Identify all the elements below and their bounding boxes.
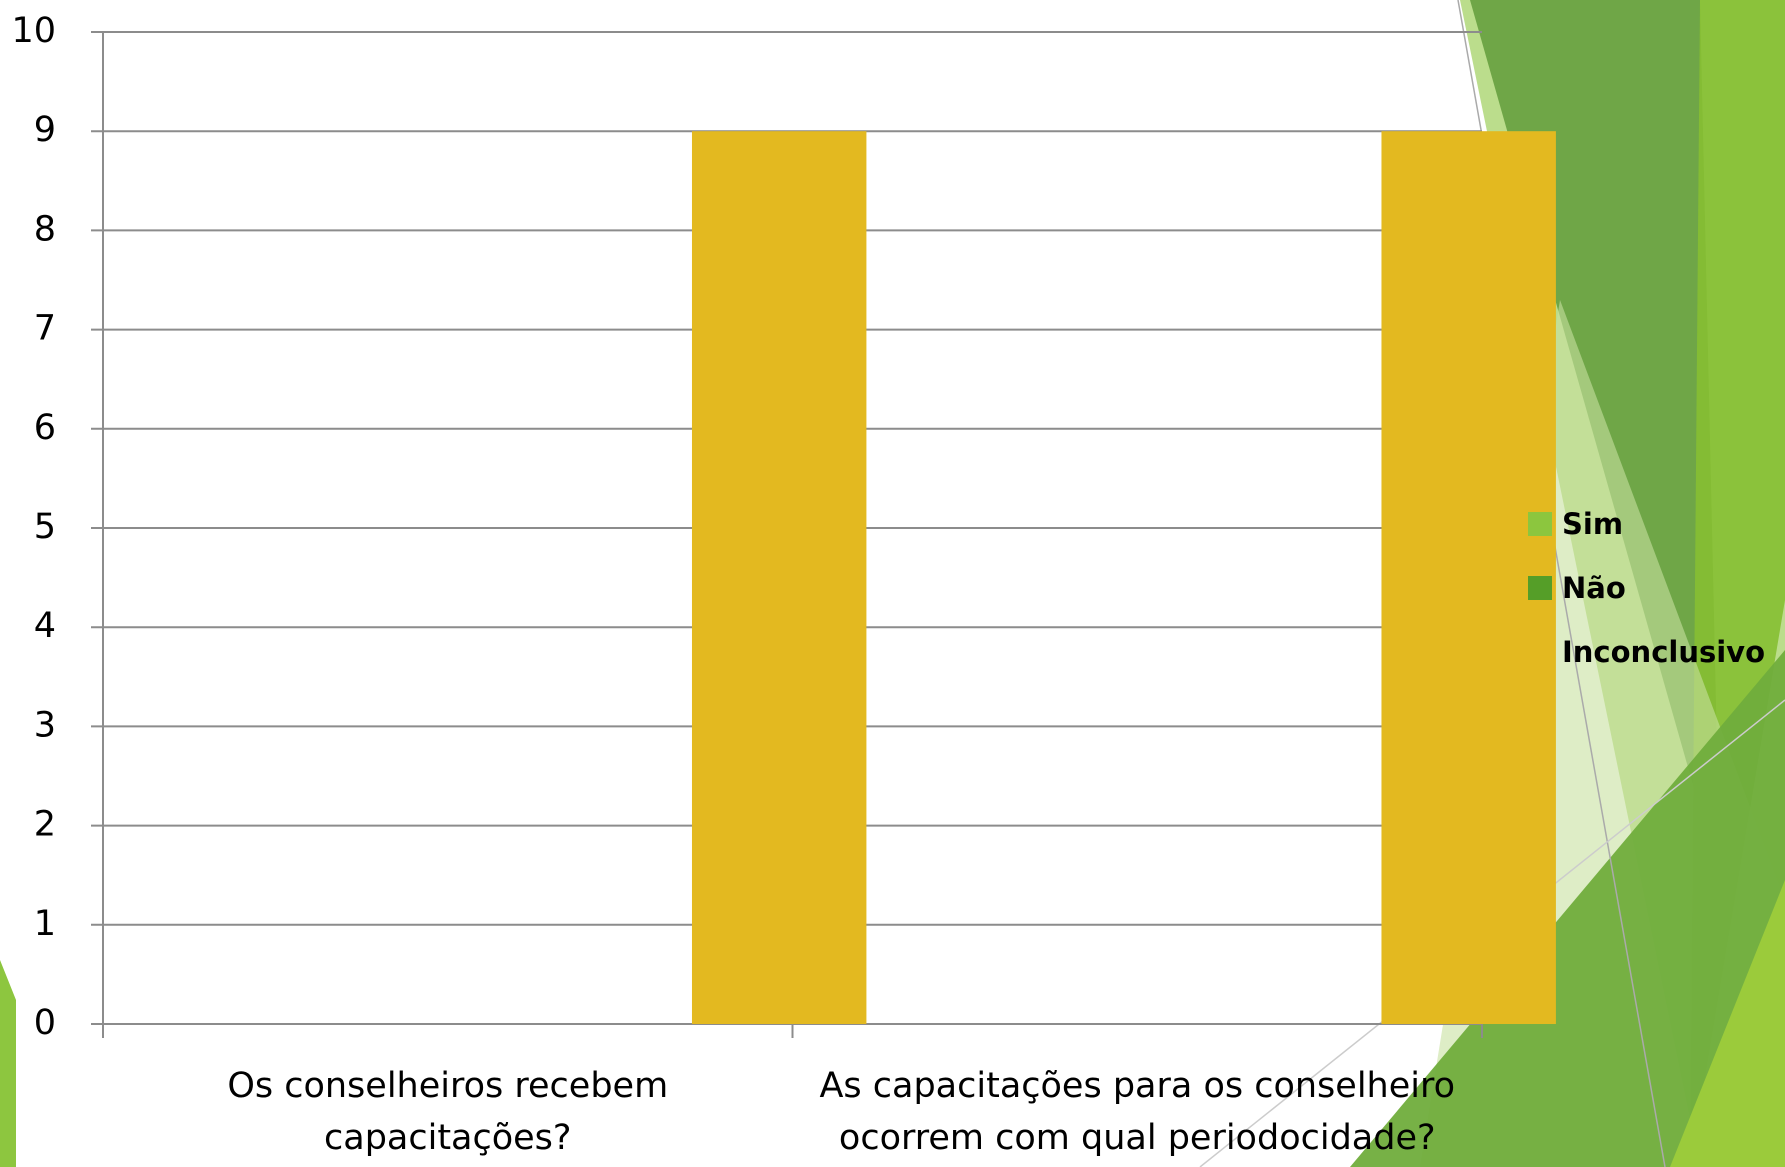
- x-tick-label: As capacitações para os conselheiro ocor…: [819, 1066, 1456, 1158]
- legend-label: Não: [1562, 571, 1626, 605]
- y-tick-label: 5: [34, 507, 56, 547]
- y-tick-label: 8: [34, 209, 56, 249]
- y-tick-label: 4: [34, 606, 56, 646]
- x-tick-label: Os conselheiros recebem capacitações?: [227, 1066, 669, 1158]
- legend-swatch: [1528, 640, 1552, 664]
- legend-label: Sim: [1562, 507, 1623, 541]
- y-tick-label: 9: [34, 110, 56, 150]
- legend-label: Inconclusivo: [1562, 635, 1765, 669]
- legend-swatch: [1528, 512, 1552, 536]
- y-tick-label: 7: [34, 309, 56, 349]
- y-tick-label: 6: [34, 408, 56, 448]
- y-tick-label: 2: [34, 805, 56, 845]
- bar: [691, 131, 867, 1024]
- legend-swatch: [1528, 576, 1552, 600]
- y-tick-label: 1: [34, 904, 56, 944]
- y-tick-label: 10: [11, 11, 56, 51]
- y-tick-label: 0: [34, 1003, 56, 1043]
- y-tick-label: 3: [34, 705, 56, 745]
- bar: [1381, 131, 1556, 1024]
